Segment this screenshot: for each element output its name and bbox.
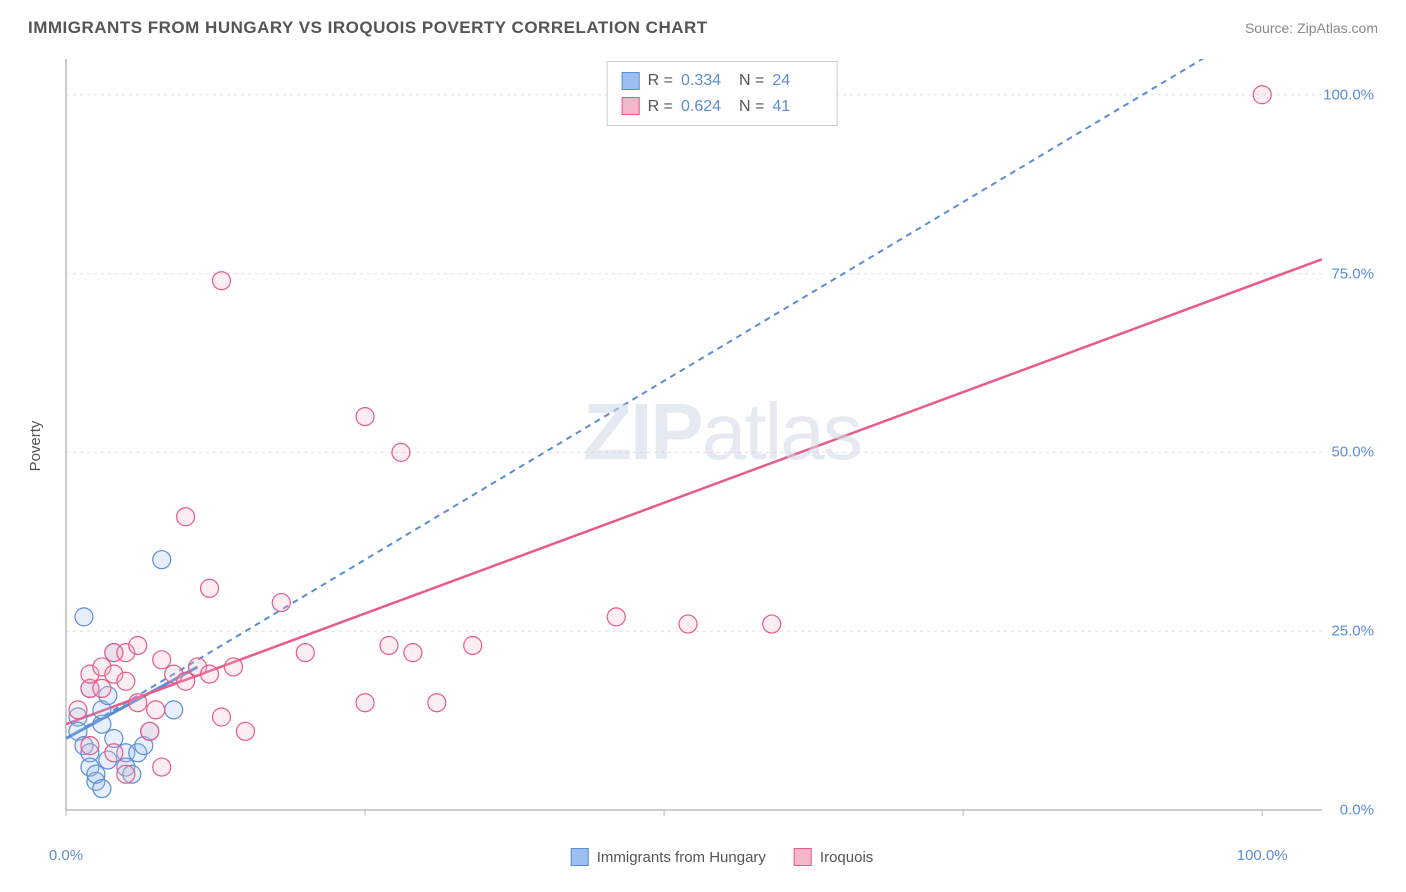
ytick-label: 100.0% bbox=[1323, 86, 1374, 103]
legend-item-label: Iroquois bbox=[820, 849, 873, 866]
legend-r-label: R = bbox=[648, 68, 673, 94]
xtick-label: 0.0% bbox=[49, 847, 83, 864]
legend-swatch bbox=[794, 848, 812, 866]
legend-swatch bbox=[622, 97, 640, 115]
legend-item: Immigrants from Hungary bbox=[571, 848, 766, 866]
legend-n-value: 24 bbox=[772, 68, 822, 94]
legend-n-label: N = bbox=[739, 68, 764, 94]
legend-n-value: 41 bbox=[772, 94, 822, 120]
series-legend: Immigrants from Hungary Iroquois bbox=[571, 848, 874, 866]
legend-item: Iroquois bbox=[794, 848, 873, 866]
chart-title: IMMIGRANTS FROM HUNGARY VS IROQUOIS POVE… bbox=[28, 18, 708, 38]
legend-row: R = 0.334 N = 24 bbox=[622, 68, 823, 94]
ytick-label: 0.0% bbox=[1340, 802, 1374, 819]
legend-r-label: R = bbox=[648, 94, 673, 120]
ytick-label: 75.0% bbox=[1331, 265, 1374, 282]
legend-n-label: N = bbox=[739, 94, 764, 120]
legend-r-value: 0.624 bbox=[681, 94, 731, 120]
y-axis-label: Poverty bbox=[27, 421, 44, 472]
legend-swatch bbox=[571, 848, 589, 866]
legend-item-label: Immigrants from Hungary bbox=[597, 849, 766, 866]
legend-row: R = 0.624 N = 41 bbox=[622, 94, 823, 120]
ytick-label: 25.0% bbox=[1331, 623, 1374, 640]
source-label: Source: ZipAtlas.com bbox=[1245, 20, 1378, 36]
ytick-label: 50.0% bbox=[1331, 444, 1374, 461]
chart-area: ZIPatlas R =0.334N =24R =0.624N =41 Immi… bbox=[62, 55, 1382, 840]
correlation-legend: R = 0.334 N = 24 R = 0.624 N = 41 bbox=[607, 61, 838, 126]
legend-swatch bbox=[622, 72, 640, 90]
scatter-plot-svg bbox=[62, 55, 1382, 840]
xtick-label: 100.0% bbox=[1237, 847, 1288, 864]
chart-header: IMMIGRANTS FROM HUNGARY VS IROQUOIS POVE… bbox=[0, 0, 1406, 48]
legend-r-value: 0.334 bbox=[681, 68, 731, 94]
